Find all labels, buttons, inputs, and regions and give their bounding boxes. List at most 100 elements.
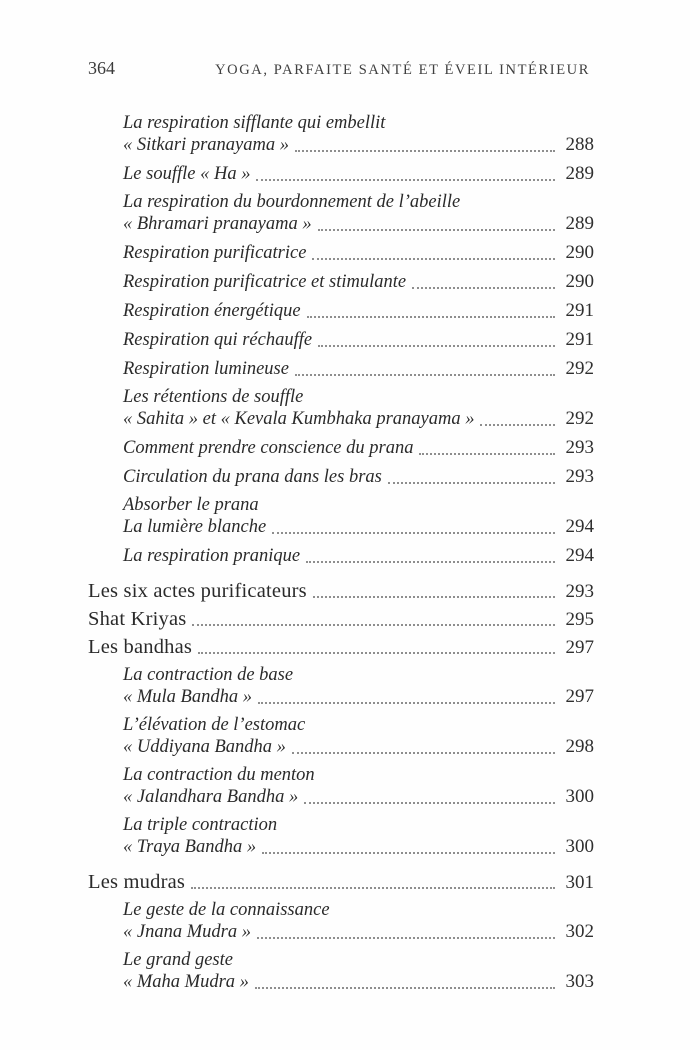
dot-leader (419, 452, 555, 455)
dot-leader (294, 373, 555, 376)
toc-entry-line: Shat Kriyas 295 (88, 608, 594, 631)
toc-entry-line: Respiration énergétique 291 (123, 300, 594, 322)
toc-entry: La contraction du menton « Jalandhara Ban… (88, 765, 594, 808)
toc-page-number: 293 (565, 581, 595, 602)
toc-entry-line: « Traya Bandha » 300 (123, 836, 594, 858)
table-of-contents: La respiration sifflante qui embellit « S… (88, 113, 594, 1000)
folio-page-number: 364 (88, 58, 115, 78)
toc-entry-title: Comment prendre conscience du prana (123, 438, 414, 458)
toc-page-number: 288 (565, 134, 595, 155)
toc-entry-title: La contraction du menton (123, 765, 315, 785)
toc-entry-title: Le geste de la connaissance (123, 900, 330, 920)
toc-entry-title: Les rétentions de souffle (123, 387, 304, 407)
dot-leader (304, 801, 555, 804)
toc-entry-line: Respiration lumineuse 292 (123, 358, 594, 380)
toc-entry-line: Les rétentions de souffle (123, 387, 594, 408)
toc-entry-line: « Jalandhara Bandha » 300 (123, 786, 594, 808)
toc-page-number: 289 (565, 163, 595, 184)
toc-entry-line: Absorber le prana (123, 495, 594, 516)
toc-entry-title: Les six actes purificateurs (88, 580, 307, 602)
toc-entry-title: « Jnana Mudra » (123, 922, 251, 942)
toc-entry-title: La respiration du bourdonnement de l’abe… (123, 192, 461, 212)
toc-entry-title: Respiration qui réchauffe (123, 330, 313, 350)
toc-entry-title: L’élévation de l’estomac (123, 715, 306, 735)
toc-page-number: 290 (565, 242, 595, 263)
toc-page-number: 298 (565, 736, 595, 757)
dot-leader (191, 886, 555, 889)
toc-entry-line: « Sitkari pranayama » 288 (123, 134, 594, 156)
toc-entry-line: « Maha Mudra » 303 (123, 971, 594, 993)
toc-page-number: 293 (565, 437, 595, 458)
toc-entry-title: Respiration énergétique (123, 301, 301, 321)
toc-entry-title: Respiration lumineuse (123, 359, 289, 379)
toc-entry: La respiration du bourdonnement de l’abe… (88, 192, 594, 235)
dot-leader (306, 560, 555, 563)
toc-entry-line: La respiration du bourdonnement de l’abe… (123, 192, 594, 213)
toc-entry-title: Absorber le prana (123, 495, 259, 515)
toc-entry-line: « Mula Bandha » 297 (123, 686, 594, 708)
toc-page-number: 290 (565, 271, 595, 292)
toc-entry-line: Respiration purificatrice et stimulante 2… (123, 271, 594, 293)
toc-entry: Comment prendre conscience du prana 293 (88, 437, 594, 459)
toc-entry: Shat Kriyas 295 (88, 608, 594, 631)
toc-entry-title: « Sitkari pranayama » (123, 135, 289, 155)
dot-leader (387, 481, 555, 484)
toc-entry-title: « Traya Bandha » (123, 837, 257, 857)
toc-entry: Circulation du prana dans les bras 293 (88, 466, 594, 488)
dot-leader (480, 423, 555, 426)
toc-entry: Respiration lumineuse 292 (88, 358, 594, 380)
toc-entry-line: Le grand geste (123, 950, 594, 971)
toc-entry-line: La contraction du menton (123, 765, 594, 786)
toc-entry-title: « Jalandhara Bandha » (123, 787, 299, 807)
dot-leader (198, 651, 555, 654)
toc-entry-line: « Bhramari pranayama » 289 (123, 213, 594, 235)
toc-entry-line: La respiration pranique 294 (123, 545, 594, 567)
toc-entry: La contraction de base « Mula Bandha » 297 (88, 665, 594, 708)
toc-page-number: 301 (565, 872, 595, 893)
toc-entry-line: Respiration purificatrice 290 (123, 242, 594, 264)
dot-leader (291, 751, 555, 754)
dot-leader (312, 257, 555, 260)
dot-leader (317, 228, 555, 231)
toc-entry: Le souffle « Ha » 289 (88, 163, 594, 185)
toc-entry-line: L’élévation de l’estomac (123, 715, 594, 736)
toc-entry: Les six actes purificateurs 293 (88, 580, 595, 603)
toc-entry-title: « Uddiyana Bandha » (123, 737, 286, 757)
toc-entry: La respiration sifflante qui embellit « S… (88, 113, 594, 156)
toc-entry-line: La respiration sifflante qui embellit (123, 113, 594, 134)
toc-entry-title: Le souffle « Ha » (123, 164, 251, 184)
toc-entry-line: Respiration qui réchauffe 291 (123, 329, 594, 351)
toc-entry: Les rétentions de souffle « Sahita » et «… (88, 387, 594, 430)
dot-leader (262, 851, 555, 854)
dot-leader (272, 531, 555, 534)
toc-page-number: 291 (565, 329, 595, 350)
toc-entry: Les bandhas 297 (88, 637, 594, 659)
toc-page-number: 292 (565, 408, 595, 429)
toc-entry-line: Les six actes purificateurs 293 (88, 580, 595, 603)
toc-entry-line: La triple contraction (123, 815, 594, 836)
toc-page-number: 293 (565, 466, 595, 487)
toc-entry: Le grand geste « Maha Mudra » 303 (88, 950, 594, 993)
dot-leader (257, 701, 555, 704)
toc-entry-line: Comment prendre conscience du prana 293 (123, 437, 594, 459)
toc-entry-title: Shat Kriyas (88, 608, 187, 630)
toc-entry-title: Circulation du prana dans les bras (123, 467, 382, 487)
dot-leader (312, 595, 555, 598)
toc-entry-title: La contraction de base (123, 665, 294, 685)
dot-leader (318, 344, 555, 347)
toc-entry-title: Respiration purificatrice et stimulante (123, 272, 407, 292)
toc-page-number: 292 (565, 358, 595, 379)
dot-leader (254, 986, 555, 989)
toc-entry-line: La contraction de base (123, 665, 594, 686)
toc-entry-title: Le grand geste (123, 950, 233, 970)
toc-entry: La triple contraction « Traya Bandha » 300 (88, 815, 594, 858)
toc-entry-line: Les bandhas 297 (88, 637, 594, 659)
toc-entry-title: La respiration sifflante qui embellit (123, 113, 386, 133)
dot-leader (306, 315, 555, 318)
toc-entry-line: Le souffle « Ha » 289 (123, 163, 594, 185)
running-head-title: YOGA, PARFAITE SANTÉ ET ÉVEIL INTÉRIEUR (215, 62, 590, 78)
toc-entry: La respiration pranique 294 (88, 545, 594, 567)
toc-page-number: 291 (565, 300, 595, 321)
toc-page-number: 294 (565, 516, 595, 537)
toc-entry-line: Circulation du prana dans les bras 293 (123, 466, 594, 488)
